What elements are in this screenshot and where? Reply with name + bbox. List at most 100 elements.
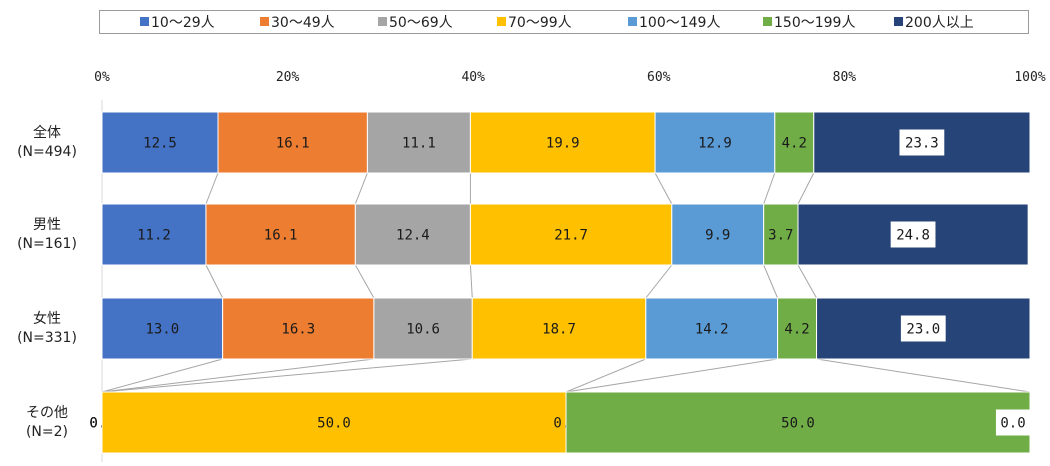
category-count: (N=161) [17,235,77,252]
series-line [763,172,776,205]
data-label: 23.0 [900,315,946,342]
series-line [205,264,224,299]
data-label: 18.7 [542,322,576,338]
bar-70-99-3 [101,391,567,454]
data-label: 16.1 [276,136,310,152]
data-label: 12.9 [698,136,732,152]
data-label: 16.1 [264,228,298,244]
data-label-text: 16.1 [264,228,298,244]
category-label: 全体 (N=494) [2,124,92,162]
category-name: 男性 [33,216,61,233]
legend-item-3: 70〜99人 [497,14,572,32]
legend-label: 100〜149人 [639,15,721,31]
legend-swatch [260,17,269,26]
series-line [101,358,473,393]
data-label: 21.7 [554,228,588,244]
bar-30-49-0 [217,111,368,174]
data-label-text: 10.6 [406,322,440,338]
bar-50-69-0 [366,111,471,174]
legend-label: 30〜49人 [271,15,335,31]
legend-item-5: 150〜199人 [763,14,855,32]
x-tick-label: 80% [832,70,857,85]
data-label-bg [890,221,936,248]
data-label: 3.7 [768,228,793,244]
series-line [101,358,374,393]
data-label-text: 3.7 [768,228,793,244]
x-tick-label: 60% [647,70,671,85]
legend-swatch [140,17,149,26]
legend-swatch [763,17,772,26]
data-label: 13.0 [145,322,179,338]
legend-item-0: 10〜29人 [140,14,215,32]
data-label-text: 50.0 [317,416,351,432]
data-label: 9.9 [705,228,730,244]
data-label-text: 0.0 [1000,416,1025,432]
data-label-text: 14.2 [695,322,729,338]
data-label-bg [899,129,945,156]
data-label-text: 18.7 [542,322,576,338]
data-label-text: 24.8 [896,228,930,244]
x-tick-label: 100% [1014,70,1046,85]
data-label: 0.0 [995,409,1031,436]
legend-label: 50〜69人 [389,15,453,31]
data-label-text: 21.7 [554,228,588,244]
data-label-text: 12.9 [698,136,732,152]
data-label: 11.2 [137,228,171,244]
series-line [763,264,779,299]
series-line [816,358,1031,393]
data-label: 16.3 [281,322,315,338]
data-label: 50.0 [317,416,351,432]
series-line [645,264,673,299]
data-label-text: 4.2 [784,322,809,338]
data-label-text: 19.9 [546,136,580,152]
bar-50-69-1 [354,203,471,266]
data-label: 4.2 [782,136,807,152]
bar-70-99-2 [471,297,647,360]
data-label-text: 12.5 [143,136,177,152]
series-line [101,358,223,393]
bar-10-29-1 [101,203,207,266]
data-label-text: 23.3 [905,136,939,152]
data-label-text: 16.1 [276,136,310,152]
category-name: その他 [26,404,68,421]
data-label: 19.9 [546,136,580,152]
legend-swatch [628,17,637,26]
data-label-text: 12.4 [396,228,430,244]
data-label: 4.2 [784,322,809,338]
bar-70-99-0 [469,111,656,174]
category-label: その他 (N=2) [2,404,92,442]
x-tick-label: 0% [94,70,110,85]
data-label-text: 9.9 [705,228,730,244]
bar-30-49-1 [205,203,356,266]
legend-swatch [497,17,506,26]
series-line [469,264,473,299]
data-label-text: 13.0 [145,322,179,338]
data-label: 50.0 [781,416,815,432]
bar-150-199-0 [774,111,815,174]
bar-10-29-2 [101,297,224,360]
data-label: 12.4 [396,228,430,244]
data-label-text: 4.2 [782,136,807,152]
legend-item-2: 50〜69人 [378,14,453,32]
data-label: 24.8 [890,221,936,248]
data-label-text: 16.3 [281,322,315,338]
legend-swatch [894,17,903,26]
series-line [354,172,368,205]
x-tick-label: 20% [275,70,300,85]
data-label-text: 11.1 [402,136,436,152]
series-line [565,358,778,393]
category-name: 女性 [33,310,61,327]
legend-label: 70〜99人 [508,15,572,31]
x-tick-label: 40% [461,70,485,85]
data-label: 12.5 [143,136,177,152]
category-label: 男性 (N=161) [2,216,92,254]
category-count: (N=331) [17,329,77,346]
bar-70-99-1 [469,203,673,266]
legend-label: 10〜29人 [151,15,215,31]
category-label: 女性 (N=331) [2,310,92,348]
data-label-text: 50.0 [781,416,815,432]
legend-label: 200人以上 [905,15,974,31]
data-label: 23.3 [899,129,945,156]
legend-item-4: 100〜149人 [628,14,720,32]
bar-10-29-0 [101,111,219,174]
